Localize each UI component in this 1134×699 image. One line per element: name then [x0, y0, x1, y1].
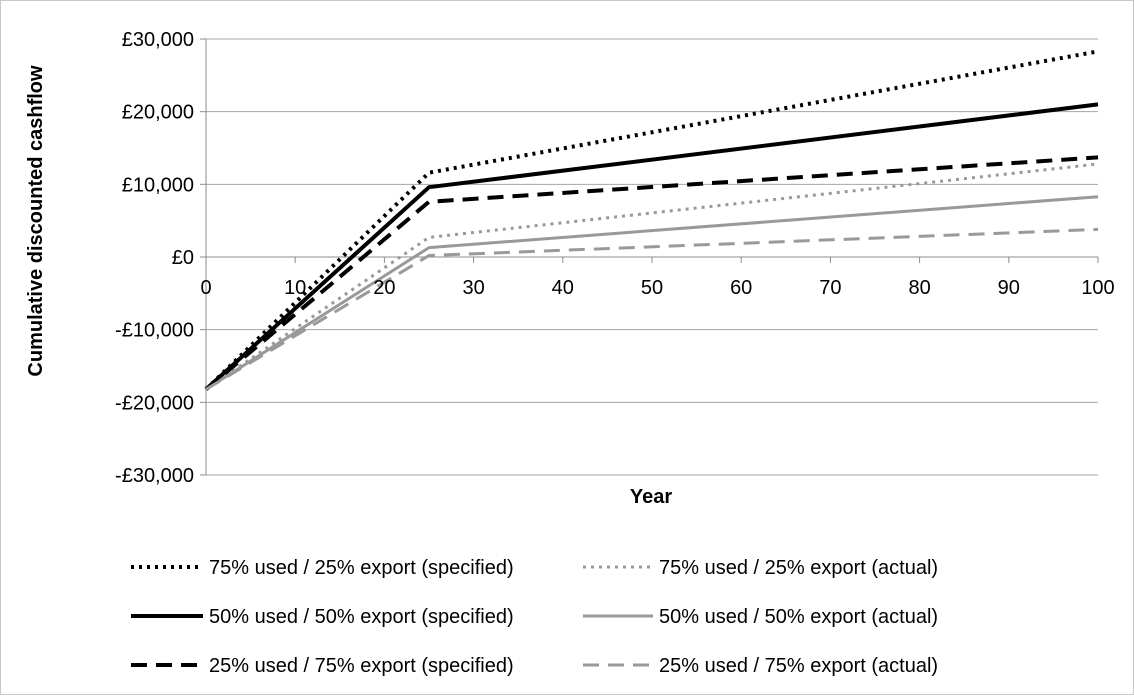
series-line-1	[204, 49, 1099, 391]
legend-label-6: 25% used / 75% export (actual)	[659, 655, 938, 677]
x-tick-label: 50	[641, 277, 663, 299]
x-tick-label: 100	[1081, 277, 1114, 299]
series-line-5	[204, 155, 1099, 391]
x-tick-label: 30	[462, 277, 484, 299]
series-lines	[204, 49, 1099, 391]
x-axis-title: Year	[630, 486, 672, 508]
y-tick-label: -£20,000	[115, 392, 194, 414]
y-tick-label: £10,000	[122, 174, 194, 196]
series-line-4	[205, 195, 1099, 391]
x-tick-label: 0	[200, 277, 211, 299]
legend: 75% used / 25% export (specified) 75% use…	[131, 557, 938, 677]
series-line-3	[204, 102, 1099, 391]
y-tick-label: -£30,000	[115, 465, 194, 487]
y-tick-label: £20,000	[122, 102, 194, 124]
x-tick-label: 80	[908, 277, 930, 299]
legend-label-5: 25% used / 75% export (specified)	[209, 655, 514, 677]
legend-label-3: 50% used / 50% export (specified)	[209, 606, 514, 628]
y-tick-label: £0	[172, 247, 194, 269]
x-tick-labels: 0 10 20 30 40 50 60 70 80 90 100	[200, 277, 1114, 299]
y-axis-title: Cumulative discounted cashflow	[25, 65, 47, 377]
y-tick-labels: -£30,000 -£20,000 -£10,000 £0 £10,000 £20,000…	[115, 29, 194, 487]
x-tick-label: 70	[819, 277, 841, 299]
legend-label-4: 50% used / 50% export (actual)	[659, 606, 938, 628]
legend-label-1: 75% used / 25% export (specified)	[209, 557, 514, 579]
x-tick-label: 60	[730, 277, 752, 299]
series-line-2	[205, 162, 1099, 391]
axes	[200, 38, 1099, 476]
x-tick-label: 10	[284, 277, 306, 299]
y-tick-label: -£10,000	[115, 320, 194, 342]
legend-label-2: 75% used / 25% export (actual)	[659, 557, 938, 579]
x-tick-label: 90	[998, 277, 1020, 299]
y-tick-label: £30,000	[122, 29, 194, 51]
series-line-6	[205, 227, 1099, 391]
x-tick-label: 40	[552, 277, 574, 299]
x-tick-label: 20	[373, 277, 395, 299]
